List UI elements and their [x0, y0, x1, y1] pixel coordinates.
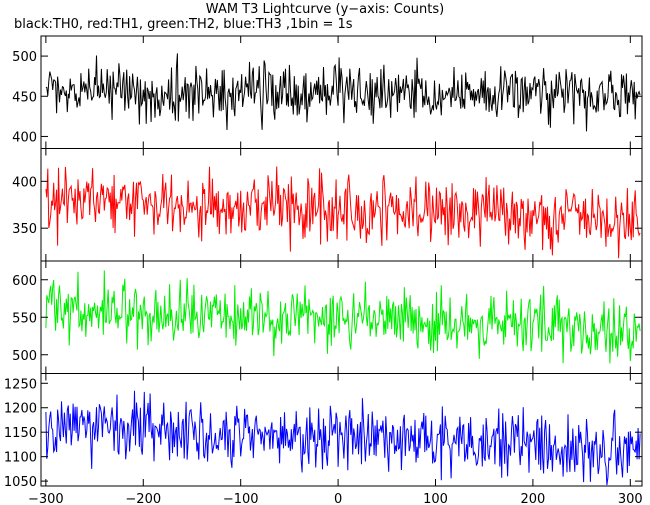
- series-line-th0: [45, 53, 641, 132]
- x-tick-label-0: 0: [334, 492, 342, 505]
- panel-th2: 500 550 600: [12, 260, 643, 374]
- series-line-th3: [45, 390, 641, 486]
- panel-frame-th3: [40, 373, 643, 487]
- y-tick-label-th3-1150: 1150: [4, 426, 37, 441]
- chart-title: WAM T3 Lightcurve (y−axis: Counts): [205, 2, 445, 17]
- y-tick-label-th0-450: 450: [12, 90, 37, 105]
- y-tick-label-th2-500: 500: [12, 349, 37, 364]
- x-tick-label--200: −200: [125, 492, 161, 505]
- chart-subtitle: black:TH0, red:TH1, green:TH2, blue:TH3 …: [14, 17, 353, 32]
- y-tick-label-th3-1050: 1050: [4, 475, 37, 490]
- x-tick-label--300: −300: [28, 492, 64, 505]
- y-tick-label-th3-1100: 1100: [4, 451, 37, 466]
- panel-th1: 350 400: [12, 148, 643, 262]
- y-tick-label-th0-500: 500: [12, 50, 37, 65]
- x-tick-label-200: 200: [520, 492, 545, 505]
- y-tick-label-th2-600: 600: [12, 274, 37, 289]
- series-line-th1: [45, 166, 641, 259]
- series-line-th2: [45, 270, 641, 364]
- x-tick-label--100: −100: [223, 492, 259, 505]
- x-tick-label-300: 300: [618, 492, 643, 505]
- y-tick-label-th0-400: 400: [12, 130, 37, 145]
- panel-th0: 400 450 500: [12, 35, 643, 149]
- panel-th3: 1050 1100 1150 1200 1250: [4, 373, 643, 490]
- y-tick-label-th1-350: 350: [12, 222, 37, 237]
- y-tick-label-th1-400: 400: [12, 175, 37, 190]
- y-tick-label-th3-1250: 1250: [4, 377, 37, 392]
- x-tick-label-100: 100: [423, 492, 448, 505]
- y-tick-label-th3-1200: 1200: [4, 402, 37, 417]
- y-tick-label-th2-550: 550: [12, 311, 37, 326]
